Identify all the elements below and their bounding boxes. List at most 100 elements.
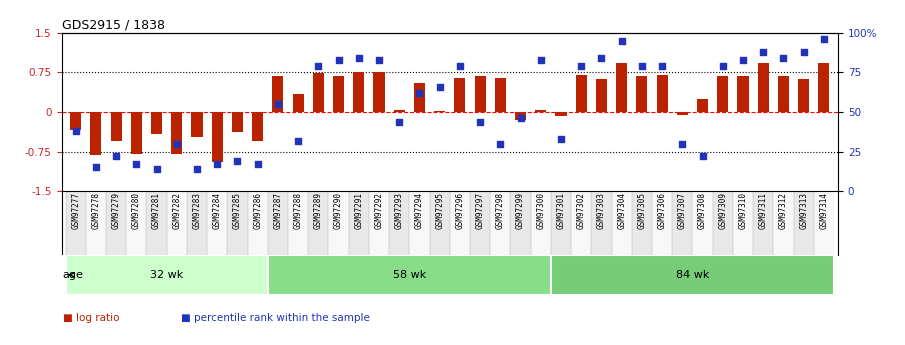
Text: GSM97292: GSM97292 bbox=[375, 192, 384, 229]
Bar bbox=[434, 111, 445, 112]
Bar bbox=[409, 191, 430, 255]
Text: ■ log ratio: ■ log ratio bbox=[63, 313, 119, 323]
Bar bbox=[652, 191, 672, 255]
Bar bbox=[127, 191, 147, 255]
Text: GSM97282: GSM97282 bbox=[172, 192, 181, 229]
Text: GSM97296: GSM97296 bbox=[455, 192, 464, 229]
Bar bbox=[798, 79, 809, 112]
Point bbox=[433, 84, 447, 89]
Bar bbox=[227, 191, 248, 255]
Point bbox=[372, 57, 386, 62]
Point bbox=[351, 55, 366, 61]
Bar bbox=[778, 76, 789, 112]
Text: GSM97286: GSM97286 bbox=[253, 192, 262, 229]
Bar bbox=[369, 191, 389, 255]
Point bbox=[473, 119, 488, 124]
Bar bbox=[414, 83, 425, 112]
Bar bbox=[495, 78, 506, 112]
Point bbox=[311, 63, 326, 69]
Point bbox=[291, 138, 305, 143]
Text: GSM97289: GSM97289 bbox=[314, 192, 323, 229]
Bar bbox=[313, 73, 324, 112]
Bar bbox=[738, 76, 748, 112]
Bar bbox=[248, 191, 268, 255]
Point bbox=[392, 119, 406, 124]
Bar bbox=[106, 191, 127, 255]
Bar bbox=[612, 191, 632, 255]
Text: GSM97301: GSM97301 bbox=[557, 192, 566, 229]
Text: GSM97293: GSM97293 bbox=[395, 192, 404, 229]
Bar bbox=[556, 112, 567, 116]
Text: GDS2915 / 1838: GDS2915 / 1838 bbox=[62, 19, 165, 32]
Point bbox=[149, 166, 164, 172]
Bar bbox=[774, 191, 794, 255]
Text: GSM97311: GSM97311 bbox=[758, 192, 767, 229]
Bar bbox=[576, 75, 586, 112]
Bar bbox=[591, 191, 612, 255]
Bar bbox=[252, 112, 263, 141]
Bar bbox=[430, 191, 450, 255]
Bar bbox=[636, 76, 647, 112]
Bar bbox=[712, 191, 733, 255]
Bar bbox=[110, 112, 121, 141]
Bar bbox=[374, 72, 385, 112]
Bar bbox=[595, 79, 607, 112]
Text: age: age bbox=[62, 270, 83, 280]
Bar bbox=[171, 112, 183, 154]
Bar bbox=[147, 191, 167, 255]
Text: GSM97302: GSM97302 bbox=[576, 192, 586, 229]
Point bbox=[554, 136, 568, 142]
Bar bbox=[632, 191, 652, 255]
Bar bbox=[288, 191, 309, 255]
Text: 84 wk: 84 wk bbox=[676, 270, 710, 280]
Text: GSM97295: GSM97295 bbox=[435, 192, 444, 229]
Bar bbox=[207, 191, 227, 255]
Point bbox=[190, 166, 205, 172]
Bar bbox=[90, 112, 101, 155]
Text: GSM97309: GSM97309 bbox=[719, 192, 728, 229]
Text: GSM97284: GSM97284 bbox=[213, 192, 222, 229]
Text: GSM97303: GSM97303 bbox=[597, 192, 606, 229]
Point bbox=[796, 49, 811, 55]
Bar bbox=[167, 191, 187, 255]
Point bbox=[109, 154, 123, 159]
Text: 58 wk: 58 wk bbox=[393, 270, 426, 280]
Bar bbox=[309, 191, 329, 255]
Text: GSM97312: GSM97312 bbox=[779, 192, 788, 229]
Text: GSM97304: GSM97304 bbox=[617, 192, 626, 229]
Bar bbox=[65, 191, 86, 255]
Bar bbox=[131, 112, 142, 154]
Text: GSM97313: GSM97313 bbox=[799, 192, 808, 229]
Text: GSM97298: GSM97298 bbox=[496, 192, 505, 229]
Bar bbox=[692, 191, 712, 255]
Point bbox=[452, 63, 467, 69]
Point bbox=[271, 101, 285, 107]
Text: GSM97283: GSM97283 bbox=[193, 192, 202, 229]
Bar bbox=[86, 191, 106, 255]
Point bbox=[331, 57, 346, 62]
Text: GSM97281: GSM97281 bbox=[152, 192, 161, 229]
Text: GSM97308: GSM97308 bbox=[698, 192, 707, 229]
Bar bbox=[65, 255, 268, 295]
Bar bbox=[329, 191, 348, 255]
Point bbox=[169, 141, 184, 147]
Bar bbox=[268, 191, 288, 255]
Bar bbox=[656, 75, 668, 112]
Point bbox=[634, 63, 649, 69]
Text: 32 wk: 32 wk bbox=[150, 270, 184, 280]
Bar bbox=[818, 63, 830, 112]
Bar bbox=[530, 191, 551, 255]
Text: GSM97287: GSM97287 bbox=[273, 192, 282, 229]
Point bbox=[493, 141, 508, 147]
Point bbox=[412, 90, 426, 96]
Bar bbox=[454, 78, 465, 112]
Bar bbox=[192, 112, 203, 137]
Text: GSM97306: GSM97306 bbox=[658, 192, 667, 229]
Text: GSM97291: GSM97291 bbox=[354, 192, 363, 229]
Point bbox=[756, 49, 770, 55]
Bar bbox=[814, 191, 834, 255]
Bar bbox=[212, 112, 223, 162]
Bar bbox=[187, 191, 207, 255]
Bar bbox=[353, 72, 365, 112]
Point bbox=[736, 57, 750, 62]
